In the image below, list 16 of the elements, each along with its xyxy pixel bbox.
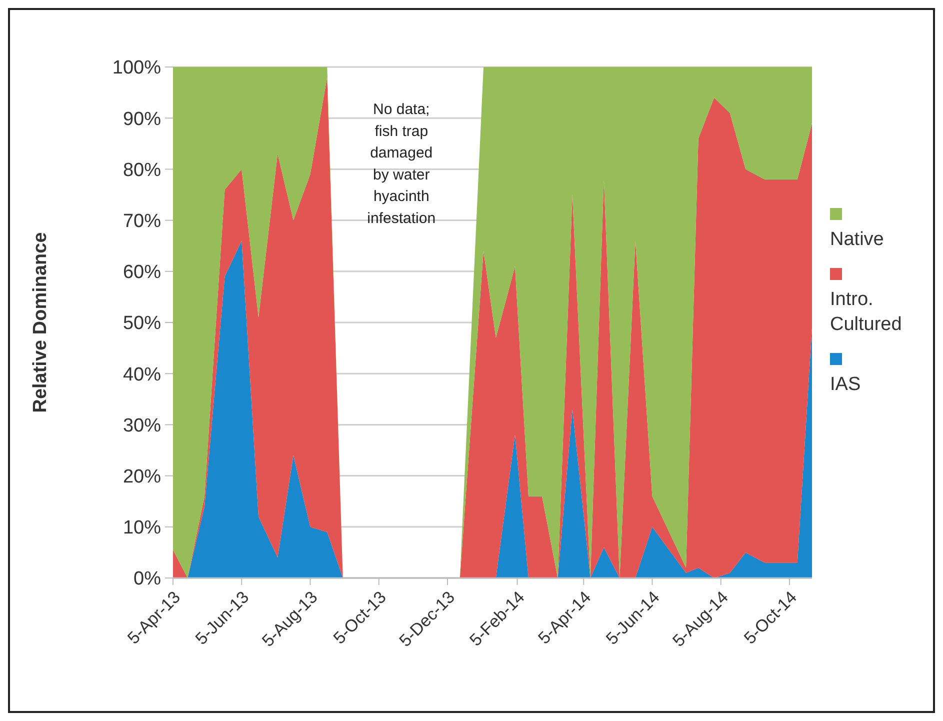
legend-label: IAS bbox=[830, 374, 861, 395]
y-tick-label: 90% bbox=[122, 108, 162, 130]
y-tick-label: 10% bbox=[122, 518, 162, 539]
y-tick-label: 40% bbox=[122, 364, 162, 386]
y-tick-label: 80% bbox=[122, 160, 162, 181]
annotation: No data; fish trap damaged by water hyacinth infestation bbox=[367, 101, 436, 227]
y-axis-title: Relative Dominance bbox=[30, 232, 51, 413]
legend-label: Intro. Cultured bbox=[830, 289, 902, 335]
y-tick-label: 20% bbox=[122, 466, 162, 488]
y-tick-label: 60% bbox=[122, 262, 162, 284]
y-tick-label: 50% bbox=[122, 313, 162, 334]
y-tick-label: 100% bbox=[112, 58, 162, 79]
y-tick-label: 70% bbox=[122, 210, 162, 232]
legend-label: Native bbox=[830, 229, 884, 250]
y-tick-label: 30% bbox=[122, 415, 162, 436]
y-tick-label: 0% bbox=[134, 568, 162, 590]
